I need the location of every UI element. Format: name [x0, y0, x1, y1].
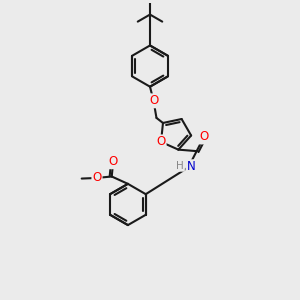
Text: O: O	[109, 155, 118, 168]
Text: O: O	[92, 172, 102, 184]
Text: O: O	[156, 135, 166, 148]
Text: N: N	[186, 160, 195, 173]
Text: O: O	[200, 130, 208, 143]
Text: O: O	[149, 94, 158, 107]
Text: H: H	[176, 161, 184, 171]
